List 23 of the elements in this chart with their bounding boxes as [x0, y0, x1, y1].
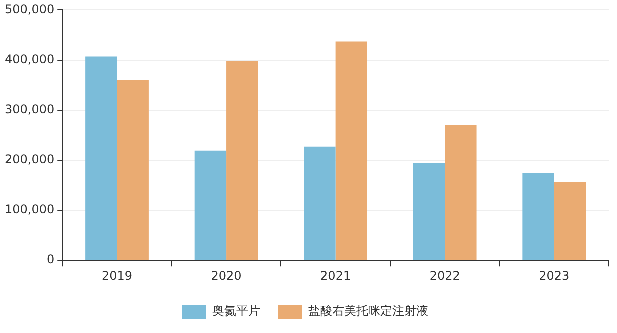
x-tick-label: 2019: [102, 268, 133, 283]
bar: [336, 42, 368, 260]
x-tick-label: 2022: [430, 268, 460, 283]
bar: [226, 61, 258, 260]
x-tick-label: 2020: [211, 268, 242, 283]
y-tick-label: 400,000: [5, 52, 55, 66]
bar: [194, 150, 227, 260]
bar: [522, 173, 554, 260]
legend-label: 奥氮平片: [212, 304, 260, 318]
bar: [117, 80, 149, 260]
x-tick-label: 2023: [539, 268, 570, 283]
y-tick-label: 300,000: [5, 102, 55, 116]
bar: [413, 163, 446, 260]
bar: [445, 125, 477, 260]
bar: [86, 56, 118, 260]
bar: [304, 146, 336, 260]
x-tick-label: 2021: [320, 268, 352, 283]
y-tick-label: 100,000: [5, 202, 55, 217]
y-tick-label: 200,000: [5, 152, 55, 167]
y-tick-label: 500,000: [5, 2, 55, 16]
bar: [554, 182, 586, 260]
legend-label: 盐酸右美托咪定注射液: [308, 304, 428, 318]
y-tick-label: 0: [46, 252, 55, 267]
